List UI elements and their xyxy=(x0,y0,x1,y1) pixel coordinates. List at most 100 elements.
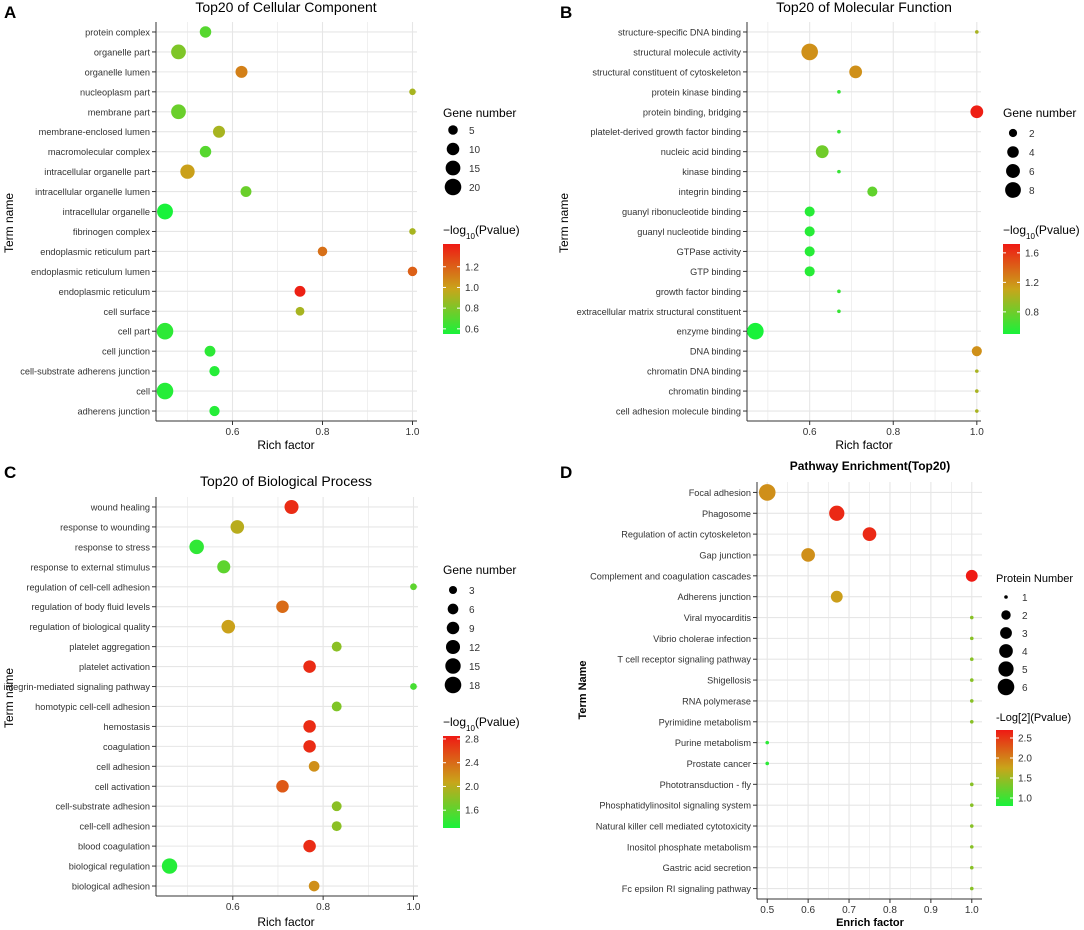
panel-b-point xyxy=(801,43,818,61)
panel-a-size-legend-label: 20 xyxy=(469,183,481,194)
panel-d-size-legend-label: 2 xyxy=(1022,611,1028,622)
panel-d-colorbar xyxy=(996,730,1013,806)
panel-c-point xyxy=(410,683,417,690)
panel-d-xlabel: Enrich factor xyxy=(836,917,905,929)
panel-d-point xyxy=(969,615,974,620)
panel-d-point xyxy=(765,761,770,766)
panel-c-point xyxy=(331,641,342,652)
panel-c-size-legend-label: 3 xyxy=(469,586,475,597)
panel-a-term-label: cell junction xyxy=(102,347,150,357)
panel-a-xtick-label: 1.0 xyxy=(406,427,420,438)
panel-a-xtick-label: 0.6 xyxy=(226,427,240,438)
panel-c-colorbar-label: 1.6 xyxy=(465,806,479,817)
panel-d-point xyxy=(965,569,978,582)
panel-c-colorbar xyxy=(443,736,460,828)
panel-c-point xyxy=(303,740,316,753)
panel-a-term-label: intracellular organelle part xyxy=(44,167,150,177)
panel-b-term-label: structure-specific DNA binding xyxy=(618,27,741,37)
panel-letter-a: A xyxy=(4,3,16,22)
panel-c-size-legend-label: 18 xyxy=(469,681,481,692)
panel-d-term-label: Pyrimidine metabolism xyxy=(659,717,752,727)
panel-c-term-label: cell activation xyxy=(95,782,150,792)
panel-b-point xyxy=(867,186,878,197)
panel-d-size-legend-dot xyxy=(997,678,1015,696)
panel-d-point xyxy=(801,548,815,562)
panel-d-size-legend-label: 6 xyxy=(1022,683,1028,694)
panel-d-point xyxy=(969,865,974,870)
panel-b-term-label: protein binding, bridging xyxy=(643,107,741,117)
panel-b-term-label: structural constituent of cytoskeleton xyxy=(592,67,741,77)
panel-b-size-legend-dot xyxy=(1005,182,1021,198)
panel-d-term-label: Phototransduction - fly xyxy=(660,780,752,790)
panel-a-point xyxy=(212,125,226,138)
panel-d-size-legend-dot xyxy=(1000,627,1012,639)
panel-c-point xyxy=(189,539,204,555)
panel-a-colorbar xyxy=(443,244,460,334)
panel-d-xtick-label: 0.9 xyxy=(924,905,938,916)
panel-d-xtick-label: 0.8 xyxy=(883,905,897,916)
panel-b-term-label: growth factor binding xyxy=(656,287,741,297)
panel-d-colorbar-label: 2.5 xyxy=(1018,734,1032,745)
panel-c-colorbar-label: 2.0 xyxy=(465,782,479,793)
panel-c-size-legend-label: 6 xyxy=(469,605,475,616)
panel-a-term-label: endoplasmic reticulum lumen xyxy=(31,267,150,277)
panel-d-point xyxy=(765,740,770,745)
panel-b-point xyxy=(747,322,764,340)
panel-d-size-legend-dot xyxy=(999,644,1013,658)
panel-a-plot-area xyxy=(156,22,417,421)
panel-a-point xyxy=(317,246,328,257)
panel-c-point xyxy=(276,600,289,613)
panel-a-point xyxy=(157,203,173,220)
panel-b-point xyxy=(975,30,979,34)
panel-a-colorbar-label: 0.6 xyxy=(465,324,479,335)
panel-b-term-label: nucleic acid binding xyxy=(661,147,741,157)
panel-c-size-legend-dot xyxy=(447,603,459,615)
panel-a-point xyxy=(180,164,195,179)
panel-b-term-label: chromatin binding xyxy=(668,387,741,397)
panel-a-point xyxy=(199,26,212,38)
panel-a-size-legend-label: 5 xyxy=(469,126,475,137)
panel-b-point xyxy=(837,309,841,314)
panel-b-colorbar-label: 0.8 xyxy=(1025,307,1039,318)
panel-c-plot: 0.6 0.8 1.0 wound healing response to woundi… xyxy=(3,497,481,913)
panel-a-size-legend-dot xyxy=(445,160,461,176)
panel-d-term-label: Phosphatidylinositol signaling system xyxy=(599,801,751,811)
panel-b-point xyxy=(837,129,841,134)
panel-d-size-legend-dot xyxy=(1001,610,1011,620)
panel-b-point xyxy=(804,246,815,257)
panel-d-colorbar-label: 1.0 xyxy=(1018,794,1032,805)
panel-b-size-legend-label: 2 xyxy=(1029,129,1035,140)
panel-d-size-legend-dot xyxy=(998,661,1014,677)
panel-c-term-label: platelet aggregation xyxy=(69,642,150,652)
panel-b-term-label: platelet-derived growth factor binding xyxy=(590,127,741,137)
panel-d-point xyxy=(862,527,877,541)
panel-c-point xyxy=(217,560,231,574)
panel-b-title: Top20 of Molecular Function xyxy=(776,0,952,15)
panel-a-colorbar-label: 1.2 xyxy=(465,262,479,273)
panel-a-colorbar-label: 0.8 xyxy=(465,304,479,315)
panel-d-color-legend-title: -Log[2](Pvalue) xyxy=(996,712,1071,724)
panel-d-point xyxy=(969,699,974,703)
panel-d-term-label: Gap junction xyxy=(699,550,751,560)
panel-b-term-label: structural molecule activity xyxy=(633,47,741,57)
panel-b-point xyxy=(837,169,841,174)
panel-c-point xyxy=(331,801,342,812)
panel-c-title: Top20 of Biological Process xyxy=(200,473,372,489)
panel-b-point xyxy=(975,389,979,393)
panel-a-term-label: cell-substrate adherens junction xyxy=(20,367,150,377)
panel-a-term-label: organelle lumen xyxy=(85,67,150,77)
panel-d-size-legend-label: 1 xyxy=(1022,593,1028,604)
panel-d-point xyxy=(969,824,974,828)
panel-d-term-label: Natural killer cell mediated cytotoxicit… xyxy=(596,822,752,832)
panel-a-point xyxy=(156,382,174,400)
panel-c-size-legend-label: 15 xyxy=(469,662,481,673)
panel-b: B Top20 of Molecular Function Term name … xyxy=(557,0,1080,452)
panel-a-term-label: membrane-enclosed lumen xyxy=(39,127,150,137)
panel-b-term-label: GTP binding xyxy=(690,267,741,277)
panel-d-title: Pathway Enrichment(Top20) xyxy=(790,459,950,473)
panel-d-xtick-label: 1.0 xyxy=(965,905,979,916)
panel-d-point xyxy=(969,678,974,682)
panel-b-size-legend-dot xyxy=(1008,128,1018,138)
panel-c-term-label: integrin-mediated signaling pathway xyxy=(3,682,150,692)
